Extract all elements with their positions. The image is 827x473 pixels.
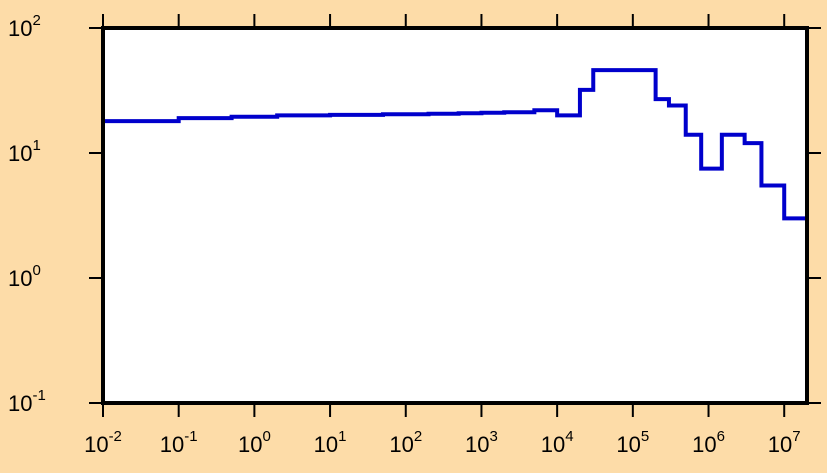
y-tick-label-base: 10 xyxy=(8,16,32,41)
x-tick-label-exponent: -2 xyxy=(109,428,122,445)
x-tick-label: 102 xyxy=(389,428,422,457)
y-tick-label-exponent: 2 xyxy=(32,12,40,29)
y-tick-label-base: 10 xyxy=(8,266,32,291)
x-tick-label-base: 10 xyxy=(465,432,489,457)
x-tick-label: 10-2 xyxy=(84,428,122,457)
x-tick-label-base: 10 xyxy=(238,432,262,457)
x-tick-label-base: 10 xyxy=(768,432,792,457)
x-tick-label-exponent: 6 xyxy=(717,428,725,445)
x-tick-label-exponent: 0 xyxy=(262,428,270,445)
y-tick-label-base: 10 xyxy=(8,141,32,166)
x-tick-label-base: 10 xyxy=(616,432,640,457)
x-tick-label: 100 xyxy=(238,428,271,457)
x-tick-label: 103 xyxy=(465,428,498,457)
x-tick-label-exponent: 7 xyxy=(792,428,800,445)
x-tick-label-base: 10 xyxy=(160,432,184,457)
x-tick-label-base: 10 xyxy=(314,432,338,457)
x-tick-label: 10-1 xyxy=(160,428,198,457)
tick-marks xyxy=(89,14,821,417)
y-tick-label: 102 xyxy=(8,12,41,41)
y-tick-label: 10-1 xyxy=(8,387,46,416)
x-tick-label-exponent: 1 xyxy=(338,428,346,445)
x-tick-label-exponent: 3 xyxy=(490,428,498,445)
x-tick-label-base: 10 xyxy=(541,432,565,457)
y-tick-label-exponent: 0 xyxy=(32,262,40,279)
tick-labels: 10-2 10-1 100 101 102 103 104 105 106 10710210110… xyxy=(8,12,801,457)
plot-area xyxy=(103,28,807,403)
y-tick-label: 100 xyxy=(8,262,41,291)
series-step-line xyxy=(101,68,809,403)
y-tick-label-exponent: 1 xyxy=(32,137,40,154)
x-tick-label: 106 xyxy=(692,428,725,457)
plot-frame xyxy=(101,26,809,405)
x-tick-label: 101 xyxy=(314,428,347,457)
x-tick-label: 104 xyxy=(541,428,574,457)
x-tick-label-base: 10 xyxy=(692,432,716,457)
x-tick-label-exponent: -1 xyxy=(184,428,197,445)
x-tick-label-exponent: 5 xyxy=(641,428,649,445)
x-tick-label-base: 10 xyxy=(84,432,108,457)
x-tick-label-base: 10 xyxy=(389,432,413,457)
y-tick-label-exponent: -1 xyxy=(32,387,45,404)
x-tick-label: 107 xyxy=(768,428,801,457)
x-tick-label-exponent: 4 xyxy=(565,428,573,445)
y-tick-label: 101 xyxy=(8,137,41,166)
x-tick-label-exponent: 2 xyxy=(414,428,422,445)
y-tick-label-base: 10 xyxy=(8,391,32,416)
x-tick-label: 105 xyxy=(616,428,649,457)
